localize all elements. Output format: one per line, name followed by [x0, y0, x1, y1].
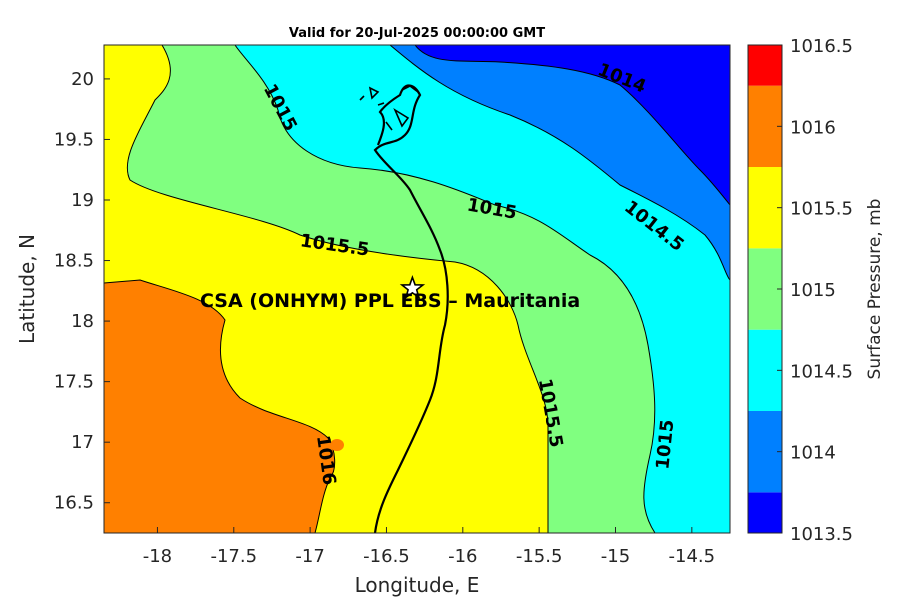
colorbar-tick-label: 1013.5 [790, 524, 853, 545]
fill-spot-1016 [330, 439, 344, 451]
y-axis: 16.5 17 17.5 18 18.5 19 19.5 20 [54, 69, 110, 514]
colorbar-tick-label: 1015.5 [790, 199, 853, 220]
colorbar-label: Surface Pressure, mb [865, 199, 885, 380]
colorbar-swatch [748, 85, 782, 167]
x-tick-label: -14.5 [669, 546, 716, 567]
x-tick-label: -16 [448, 546, 477, 567]
coastline [373, 84, 449, 533]
x-axis: -18 -17.5 -17 -16.5 -16 -15.5 -15 -14.5 [143, 527, 715, 567]
fill-band-1013-5 [414, 45, 730, 206]
colorbar-swatch [748, 329, 782, 411]
island-coast [359, 85, 419, 131]
colorbar-tick-label: 1015 [790, 280, 836, 301]
colorbar-swatch [748, 248, 782, 330]
colorbar-swatch [748, 167, 782, 249]
colorbar: 1013.5 1014 1014.5 1015 1015.5 1016 1016.5 [747, 36, 853, 545]
x-tick-label: -15.5 [516, 546, 563, 567]
site-star-icon [399, 275, 426, 300]
y-tick-label: 17 [71, 432, 94, 453]
y-axis-label: Latitude, N [15, 234, 39, 344]
y-tick-label: 19 [71, 190, 94, 211]
x-tick-label: -16.5 [363, 546, 410, 567]
y-tick-label: 16.5 [54, 493, 94, 514]
colorbar-tick-label: 1014.5 [790, 361, 853, 382]
y-tick-label: 18.5 [54, 251, 94, 272]
x-axis-label: Longitude, E [355, 573, 480, 597]
x-tick-label: -18 [143, 546, 172, 567]
x-tick-label: -17.5 [210, 546, 257, 567]
colorbar-swatch [748, 411, 782, 493]
y-tick-label: 17.5 [54, 372, 94, 393]
colorbar-swatch [748, 45, 782, 86]
contour-label: 1015 [652, 419, 678, 471]
chart-title: Valid for 20-Jul-2025 00:00:00 GMT [289, 26, 545, 41]
plot-frame [103, 44, 731, 534]
colorbar-swatch [748, 492, 782, 533]
colorbar-tick-label: 1016.5 [790, 36, 853, 57]
colorbar-tick-label: 1016 [790, 117, 836, 138]
site-label: CSA (ONHYM) PPL EBS – Mauritania [200, 290, 580, 312]
fill-band-1016 [104, 279, 336, 533]
y-tick-label: 19.5 [54, 129, 94, 150]
colorbar-tick-label: 1014 [790, 443, 836, 464]
y-tick-label: 18 [71, 311, 94, 332]
x-tick-label: -17 [295, 546, 324, 567]
x-tick-label: -15 [601, 546, 630, 567]
y-tick-label: 20 [71, 69, 94, 90]
